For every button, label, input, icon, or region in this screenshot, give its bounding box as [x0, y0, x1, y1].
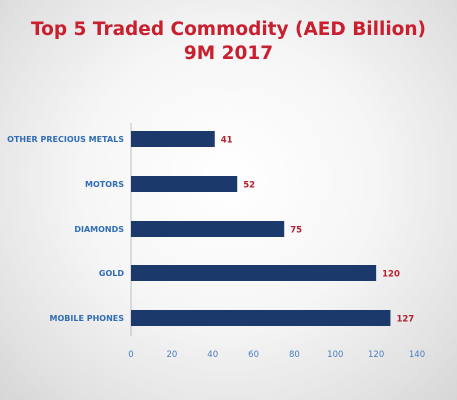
category-label: DIAMONDS	[74, 225, 124, 234]
chart-title: Top 5 Traded Commodity (AED Billion) 9M …	[0, 18, 457, 66]
data-label: 52	[243, 181, 255, 191]
x-tick-label: 80	[289, 350, 300, 360]
category-label: OTHER PRECIOUS METALS	[7, 135, 124, 144]
x-tick-label: 40	[207, 350, 218, 360]
x-tick-label: 140	[409, 350, 425, 360]
category-label: MOBILE PHONES	[50, 314, 125, 323]
x-tick-label: 20	[166, 350, 177, 360]
category-label: GOLD	[99, 269, 124, 278]
x-tick-label: 60	[248, 350, 259, 360]
category-label: MOTORS	[85, 180, 124, 189]
bar	[131, 176, 238, 192]
data-label: 75	[290, 226, 302, 236]
chart-title-line-1: Top 5 Traded Commodity (AED Billion)	[30, 19, 427, 40]
bar	[131, 265, 377, 281]
x-tick-label: 0	[128, 350, 133, 360]
x-tick-label: 100	[327, 350, 343, 360]
x-tick-label: 120	[368, 350, 384, 360]
data-label: 41	[221, 136, 233, 146]
chart-title-line-2: 9M 2017	[183, 43, 274, 64]
bar	[131, 131, 215, 147]
data-label: 120	[382, 270, 400, 280]
bar	[131, 221, 285, 237]
bar	[131, 310, 391, 326]
data-label: 127	[396, 315, 414, 325]
